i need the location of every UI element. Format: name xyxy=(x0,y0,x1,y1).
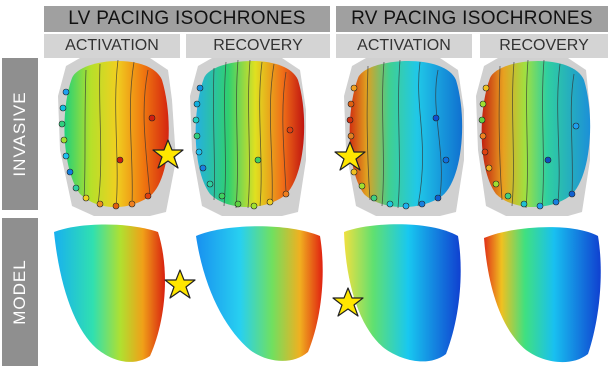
rv-activation-subheader: ACTIVATION xyxy=(336,34,472,58)
lv-pacing-star-model xyxy=(164,269,196,299)
invasive-lv-recovery-panel xyxy=(190,58,306,216)
rv-pacing-star-model xyxy=(332,287,364,317)
rv-pacing-star-invasive xyxy=(334,141,366,171)
model-rv-activation-panel xyxy=(344,224,461,362)
model-row-label: MODEL xyxy=(2,218,38,366)
rv-recovery-subheader: RECOVERY xyxy=(480,34,608,58)
invasive-lv-activation-panel xyxy=(58,58,176,216)
lv-activation-subheader: ACTIVATION xyxy=(44,34,180,58)
lv-recovery-subheader: RECOVERY xyxy=(186,34,330,58)
model-lv-recovery-panel xyxy=(196,226,323,361)
lv-pacing-header: LV PACING ISOCHRONES xyxy=(44,6,330,32)
model-rv-recovery-panel xyxy=(484,227,601,363)
invasive-rv-recovery-panel xyxy=(476,58,591,216)
invasive-rv-activation-panel xyxy=(344,58,464,216)
rv-pacing-header: RV PACING ISOCHRONES xyxy=(336,6,608,32)
invasive-row-label: INVASIVE xyxy=(2,58,38,210)
lv-pacing-star-invasive xyxy=(152,139,184,169)
model-lv-activation-panel xyxy=(54,224,165,362)
